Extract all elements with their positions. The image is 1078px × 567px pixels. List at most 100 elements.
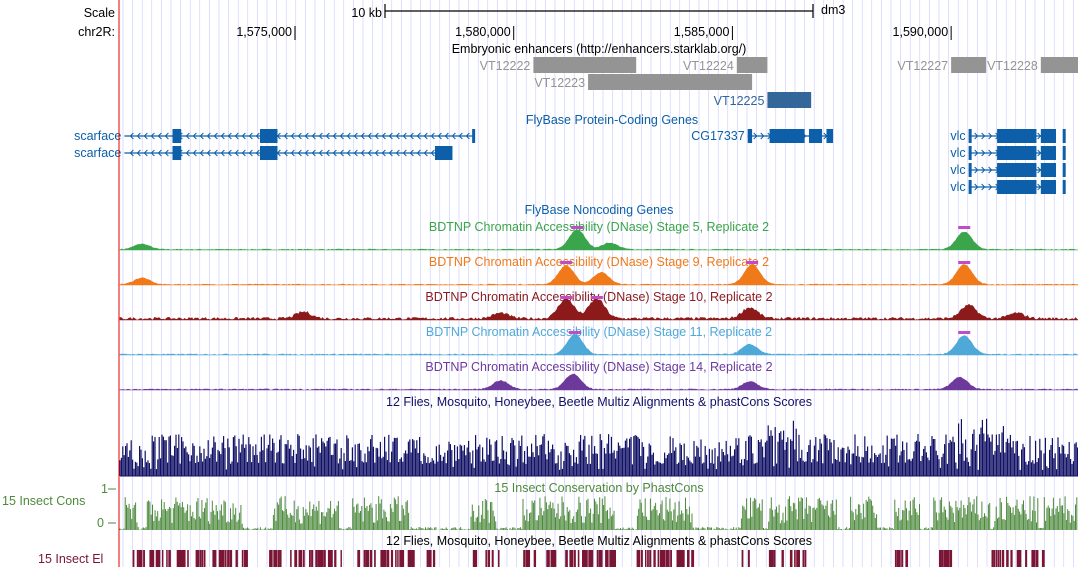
conserved-element [905, 550, 909, 567]
strand-arrow [234, 132, 239, 140]
strand-arrow [234, 149, 239, 157]
conserved-element [321, 550, 324, 567]
conserved-element [609, 550, 612, 567]
conserved-element [365, 550, 369, 567]
strand-arrow [185, 149, 190, 157]
strand-arrow [220, 132, 225, 140]
strand-arrow [416, 149, 421, 157]
strand-arrow [199, 149, 204, 157]
conserved-element [582, 550, 585, 567]
gene-exon [997, 129, 1037, 143]
conserved-element [162, 550, 164, 567]
strand-arrow [339, 149, 344, 157]
dnase-signal [119, 373, 1078, 391]
gene-label: vlc [950, 180, 965, 194]
gene-label: vlc [950, 129, 965, 143]
strand-arrow [367, 149, 372, 157]
conserved-element [227, 550, 230, 567]
conserved-element [600, 550, 603, 567]
conserved-element [487, 550, 491, 567]
conserved-element [687, 550, 690, 567]
conserved-element [397, 550, 399, 567]
conserved-element [768, 550, 772, 567]
conserved-element [309, 550, 311, 567]
conserved-element [666, 550, 669, 567]
strand-arrow [760, 132, 765, 140]
strand-arrow [206, 149, 211, 157]
strand-arrow [409, 132, 414, 140]
conserved-element [168, 550, 171, 567]
conserved-element [315, 550, 318, 567]
conserved-element [243, 550, 247, 567]
strand-arrow [430, 149, 435, 157]
strand-arrow [388, 132, 393, 140]
enhancer-block [767, 92, 812, 108]
strand-arrow [248, 132, 253, 140]
conserved-element [1010, 550, 1013, 567]
clipped-peak-marker [958, 331, 971, 334]
conserved-element [363, 550, 366, 567]
strand-arrow [136, 149, 141, 157]
strand-arrow [283, 132, 288, 140]
strand-arrow [981, 166, 986, 174]
conserved-element [395, 550, 397, 567]
strand-arrow [409, 149, 414, 157]
strand-arrow [988, 132, 993, 140]
conserved-element [269, 550, 272, 567]
conserved-element [995, 550, 998, 567]
gene-exon [1062, 163, 1066, 177]
strand-arrow [241, 149, 246, 157]
conserved-element [298, 550, 302, 567]
conserved-element [279, 550, 282, 567]
conserved-element [894, 550, 897, 567]
enhancer-block [951, 57, 987, 73]
strand-arrow [1037, 166, 1042, 174]
conserved-element [149, 550, 152, 567]
conserved-element [598, 550, 602, 567]
conserved-element [1016, 550, 1020, 567]
conserved-element [178, 550, 182, 567]
strand-arrow [395, 132, 400, 140]
conserved-element [201, 550, 204, 567]
conserved-element [638, 550, 641, 567]
conserved-element [273, 550, 276, 567]
gene-exon [997, 163, 1037, 177]
strand-arrow [318, 149, 323, 157]
clipped-peak-marker [746, 261, 759, 264]
conserved-element [155, 550, 159, 567]
conserved-element [897, 550, 900, 567]
gene-label: vlc [950, 163, 965, 177]
ruler-tick-label: 1,575,000 [236, 25, 292, 39]
conserved-element [384, 550, 387, 567]
noncoding-track-title: FlyBase Noncoding Genes [525, 203, 674, 217]
strand-arrow [241, 132, 246, 140]
strand-arrow [339, 132, 344, 140]
cons-axis-min: 0 [97, 516, 104, 530]
conserved-element [991, 550, 994, 567]
gene-exon [997, 146, 1037, 160]
enhancer-block [736, 57, 768, 73]
enhancer-block [533, 57, 637, 73]
conserved-element [794, 550, 796, 567]
strand-arrow [150, 149, 155, 157]
conserved-element [187, 550, 189, 567]
conserved-element [1002, 550, 1005, 567]
conserved-element [781, 550, 784, 567]
dnase-track-title: BDTNP Chromatin Accessibility (DNase) St… [429, 220, 769, 234]
clipped-peak-marker [958, 261, 971, 264]
conserved-element [214, 550, 217, 567]
strand-arrow [213, 132, 218, 140]
conserved-element [290, 550, 292, 567]
strand-arrow [395, 149, 400, 157]
strand-arrow [388, 149, 393, 157]
conserved-element [997, 550, 1000, 567]
gene-exon [1062, 146, 1066, 160]
conserved-element [327, 550, 331, 567]
gene-exon [769, 129, 805, 143]
conserved-element [277, 550, 280, 567]
strand-arrow [255, 149, 260, 157]
strand-arrow [227, 132, 232, 140]
conserved-element [741, 550, 744, 567]
elements-side-label: 15 Insect El [38, 552, 103, 566]
